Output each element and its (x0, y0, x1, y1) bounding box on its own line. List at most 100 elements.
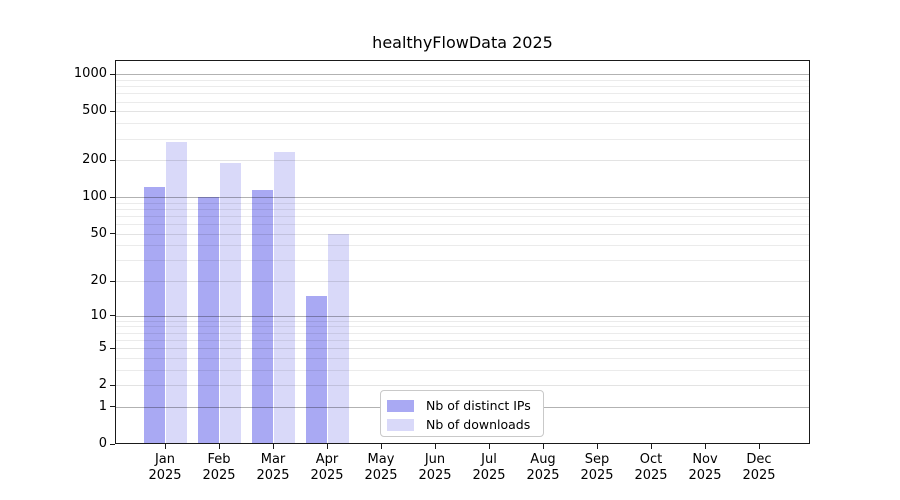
chart-title: healthyFlowData 2025 (372, 33, 553, 52)
x-tick-mark-oct (650, 444, 652, 449)
year-label: 2025 (580, 467, 614, 483)
gridline-20 (116, 281, 809, 283)
legend-swatch-downloads (387, 418, 414, 431)
year-label: 2025 (310, 467, 344, 483)
month-label: Dec (746, 452, 772, 467)
gridline-200 (116, 160, 809, 162)
y-tick-mark-1000 (110, 73, 115, 75)
gridline-5 (116, 348, 809, 350)
gridline-4 (116, 357, 809, 359)
gridline-8 (116, 326, 809, 328)
y-axis-tick-label: 20 (90, 273, 107, 289)
gridline-40 (116, 245, 809, 247)
x-axis-tick-label: Apr 2025 (299, 452, 355, 483)
x-tick-mark-jul (488, 444, 490, 449)
y-tick-mark-5 (110, 347, 115, 349)
bar-mar-distinct-ips (251, 189, 273, 444)
month-label: Apr (315, 452, 339, 467)
y-axis-tick-label: 5 (98, 340, 107, 356)
x-axis-tick-label: Sep 2025 (569, 452, 625, 483)
x-tick-mark-may (380, 444, 382, 449)
year-label: 2025 (472, 467, 506, 483)
bar-feb-distinct-ips (197, 197, 219, 444)
x-tick-mark-nov (704, 444, 706, 449)
gridline-90 (116, 202, 809, 204)
y-tick-mark-100 (110, 196, 115, 198)
month-label: Oct (639, 452, 663, 467)
legend-item-downloads: Nb of downloads (387, 415, 537, 434)
gridline-60 (116, 224, 809, 226)
y-axis-tick-label: 500 (82, 103, 107, 119)
bar-apr-distinct-ips (305, 295, 327, 444)
month-label: May (367, 452, 395, 467)
gridline-2 (116, 385, 809, 387)
y-axis-tick-label: 10 (90, 307, 107, 323)
year-label: 2025 (148, 467, 182, 483)
y-tick-mark-200 (110, 159, 115, 161)
y-tick-mark-10 (110, 315, 115, 317)
bar-jan-distinct-ips (143, 187, 165, 444)
year-label: 2025 (202, 467, 236, 483)
year-label: 2025 (418, 467, 452, 483)
gridline-500 (116, 111, 809, 113)
gridline-10 (116, 315, 809, 317)
year-label: 2025 (526, 467, 560, 483)
y-tick-mark-20 (110, 280, 115, 282)
gridline-3 (116, 369, 809, 371)
legend-label-distinct-ips: Nb of distinct IPs (426, 398, 531, 413)
gridline-9 (116, 320, 809, 322)
x-axis-tick-label: Dec 2025 (731, 452, 787, 483)
month-label: Feb (207, 452, 231, 467)
gridline-6 (116, 339, 809, 341)
x-axis-tick-label: Nov 2025 (677, 452, 733, 483)
year-label: 2025 (634, 467, 668, 483)
x-axis-tick-label: Aug 2025 (515, 452, 571, 483)
y-tick-mark-2 (110, 384, 115, 386)
gridline-100 (116, 197, 809, 199)
y-axis-tick-label: 0 (98, 436, 107, 451)
month-label: Nov (692, 452, 718, 467)
x-axis-tick-label: Feb 2025 (191, 452, 247, 483)
gridline-7 (116, 332, 809, 334)
x-tick-mark-aug (542, 444, 544, 449)
y-tick-mark-50 (110, 233, 115, 235)
legend-label-downloads: Nb of downloads (426, 417, 531, 432)
x-tick-mark-apr (326, 444, 328, 449)
gridline-80 (116, 208, 809, 210)
x-axis-tick-label: Jun 2025 (407, 452, 463, 483)
gridline-600 (116, 101, 809, 103)
bar-apr-downloads (327, 233, 349, 444)
year-label: 2025 (742, 467, 776, 483)
month-label: Jun (424, 452, 446, 467)
gridline-300 (116, 138, 809, 140)
x-tick-mark-jan (164, 444, 166, 449)
x-tick-mark-feb (218, 444, 220, 449)
y-axis-tick-label: 100 (82, 189, 107, 205)
month-label: Mar (260, 452, 286, 467)
x-tick-mark-jun (434, 444, 436, 449)
bar-feb-downloads (219, 162, 241, 444)
y-axis-tick-label: 2 (98, 377, 107, 393)
x-tick-mark-dec (758, 444, 760, 449)
month-label: Aug (530, 452, 556, 467)
y-tick-mark-0 (110, 443, 115, 445)
y-axis-tick-label: 50 (90, 225, 107, 241)
bar-jan-downloads (165, 142, 187, 444)
gridline-900 (116, 79, 809, 81)
year-label: 2025 (688, 467, 722, 483)
gridline-50 (116, 233, 809, 235)
y-axis-tick-label: 1000 (73, 66, 107, 82)
gridline-30 (116, 260, 809, 262)
x-axis-tick-label: Jul 2025 (461, 452, 517, 483)
month-label: Jan (154, 452, 176, 467)
y-axis-tick-label: 1 (98, 398, 107, 414)
year-label: 2025 (256, 467, 290, 483)
x-axis-tick-label: Mar 2025 (245, 452, 301, 483)
legend-swatch-distinct-ips (387, 399, 414, 412)
y-tick-mark-1 (110, 406, 115, 408)
legend: Nb of distinct IPs Nb of downloads (380, 390, 544, 437)
gridline-800 (116, 86, 809, 88)
x-axis-tick-label: May 2025 (353, 452, 409, 483)
legend-item-distinct-ips: Nb of distinct IPs (387, 396, 537, 415)
